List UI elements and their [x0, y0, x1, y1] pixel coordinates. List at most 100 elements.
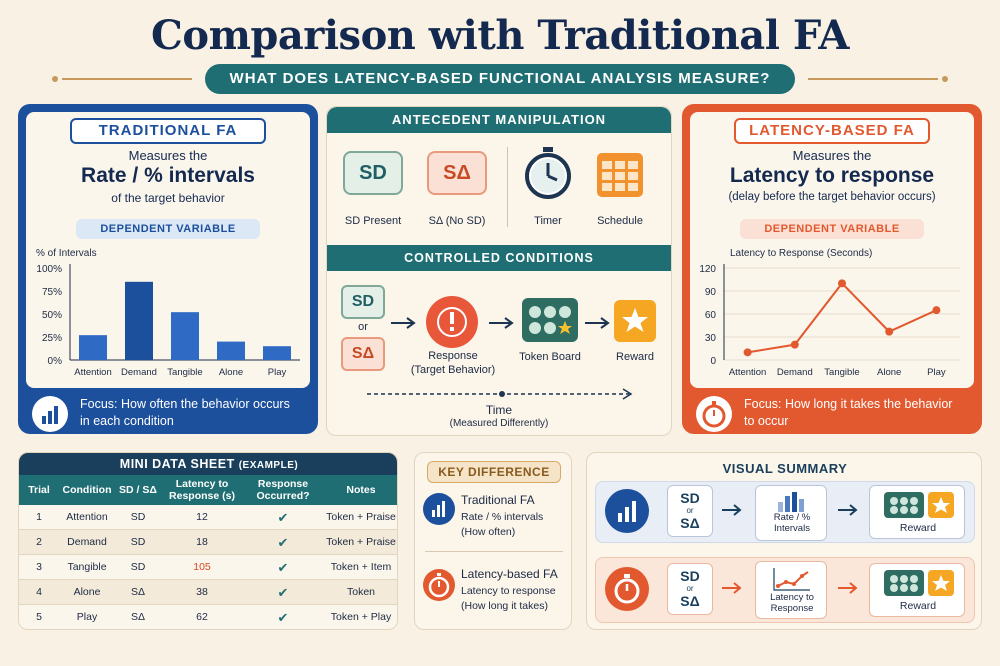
table-cell: 2: [36, 536, 42, 548]
datasheet-title: MINI DATA SHEET (EXAMPLE): [19, 453, 397, 475]
latency-fa-header: LATENCY-BASED FA: [734, 118, 930, 144]
check-icon: ✔: [277, 560, 289, 575]
response-alert-icon: [425, 295, 479, 349]
sd-card-icon: SD: [343, 151, 403, 195]
latency-focus: Focus: How long it takes the behavior to…: [744, 397, 953, 428]
stopwatch-icon: [521, 145, 575, 201]
latency-response-card: Latency to Response: [755, 561, 827, 619]
arrow-right-icon: [489, 317, 514, 329]
reward-star-icon: [613, 299, 657, 343]
data-point: [932, 306, 941, 315]
bar: [171, 312, 199, 360]
x-tick-label: Play: [268, 367, 287, 378]
calendar-grid-icon: [595, 151, 645, 199]
column-header: Latency to Response (s): [169, 478, 235, 502]
time-label: Time: [485, 403, 513, 417]
time-sub: (Measured Differently): [449, 418, 549, 429]
x-tick-label: Demand: [121, 367, 157, 378]
table-cell: Token: [346, 586, 376, 598]
table-cell: 62: [196, 611, 208, 623]
table-cell: SD: [130, 536, 146, 548]
antecedent-label: SΔ (No SD): [428, 215, 486, 227]
bar-chart-icon: [778, 492, 804, 512]
table-row: 5 Play SΔ 62 ✔ Token + Play: [19, 605, 397, 629]
bar: [263, 346, 291, 360]
table-header: Trial Condition SD / SΔ Latency to Response…: [19, 475, 397, 505]
column-header: Notes: [346, 484, 376, 496]
table-cell: 4: [36, 586, 42, 598]
s-delta-card-icon: SΔ: [341, 337, 385, 371]
divider-dot: [942, 76, 948, 82]
arrow-right-icon: [391, 317, 416, 329]
table-cell: SD: [130, 561, 146, 573]
table-cell: 38: [196, 586, 208, 598]
latency-fa-panel: LATENCY-BASED FA Measures the Latency to…: [682, 104, 982, 434]
table-cell: SD: [130, 511, 146, 523]
metric-label: Rate / % intervals: [81, 164, 255, 187]
table-row: 3 Tangible SD 105 ✔ Token + Item: [19, 555, 397, 580]
y-tick-label: 90: [705, 287, 717, 298]
arrow-right-icon: [722, 504, 742, 516]
divider: [62, 78, 192, 80]
stopwatch-icon: [696, 396, 732, 432]
table-cell: Attention: [66, 511, 108, 523]
sd-or-sdelta-card: SD or SΔ: [667, 563, 713, 615]
column-header: SD / SΔ: [119, 484, 157, 496]
column-header: Response Occurred?: [256, 478, 310, 502]
check-icon: ✔: [277, 510, 289, 525]
metric-sub: of the target behavior: [111, 191, 225, 205]
x-tick-label: Attention: [74, 367, 112, 378]
table-cell: Tangible: [67, 561, 107, 573]
y-tick-label: 50%: [42, 310, 62, 321]
token-board-icon: [884, 492, 954, 518]
table-cell: Token + Item: [330, 561, 392, 573]
table-cell: 3: [36, 561, 42, 573]
data-point: [838, 279, 846, 288]
table-cell: 1: [36, 511, 42, 523]
bar-chart-icon: [605, 489, 649, 533]
antecedent-panel: ANTECEDENT MANIPULATION SD SD Present SΔ…: [326, 106, 672, 436]
bar: [217, 341, 245, 360]
response-label: Response (Target Behavior): [410, 350, 496, 376]
rate-intervals-card: Rate / % Intervals: [755, 485, 827, 541]
series-line: [747, 281, 937, 354]
y-axis-title: % of Intervals: [36, 248, 97, 259]
check-icon: ✔: [277, 535, 289, 550]
y-tick-label: 60: [705, 310, 717, 321]
data-point: [790, 340, 799, 349]
bar-chart-icon: [423, 493, 455, 525]
time-axis: [367, 388, 633, 400]
y-tick-label: 0%: [48, 356, 63, 367]
y-tick-label: 120: [699, 264, 716, 275]
table-cell: SΔ: [130, 611, 146, 623]
y-tick-label: 30: [705, 333, 717, 344]
x-tick-label: Alone: [877, 367, 901, 378]
s-delta-card-icon: SΔ: [427, 151, 487, 195]
measures-label: Measures the: [128, 148, 208, 163]
x-tick-label: Attention: [729, 367, 767, 378]
controlled-header: CONTROLLED CONDITIONS: [327, 245, 671, 271]
key-difference-header: KEY DIFFERENCE: [427, 461, 561, 483]
table-cell: 18: [196, 536, 208, 548]
lat-line1: Latency to response: [461, 585, 556, 597]
trad-line1: Rate / % intervals: [461, 511, 544, 523]
page-title: Comparison with Traditional FA: [151, 12, 849, 59]
stopwatch-icon: [605, 567, 649, 611]
antecedent-label: SD Present: [344, 215, 402, 227]
data-point: [885, 327, 894, 336]
dv-badge: DEPENDENT VARIABLE: [76, 219, 260, 239]
metric-label: Latency to response: [729, 164, 935, 187]
y-tick-label: 25%: [42, 333, 62, 344]
table-cell: Demand: [67, 536, 107, 548]
bar: [79, 335, 107, 360]
sd-card-icon: SD: [341, 285, 385, 319]
table-row: 1 Attention SD 12 ✔ Token + Praise: [19, 505, 397, 530]
table-cell: Alone: [73, 586, 101, 598]
visual-summary-panel: VISUAL SUMMARY SD or SΔ Rate / % Interva…: [586, 452, 982, 630]
table-cell: 105: [193, 561, 211, 573]
metric-sub: (delay before the target behavior occurs…: [728, 191, 936, 203]
divider-dot: [52, 76, 58, 82]
arrow-right-icon: [838, 504, 858, 516]
key-difference-panel: KEY DIFFERENCE Traditional FA Rate / % i…: [414, 452, 572, 630]
bar-chart-icon: [32, 396, 68, 432]
